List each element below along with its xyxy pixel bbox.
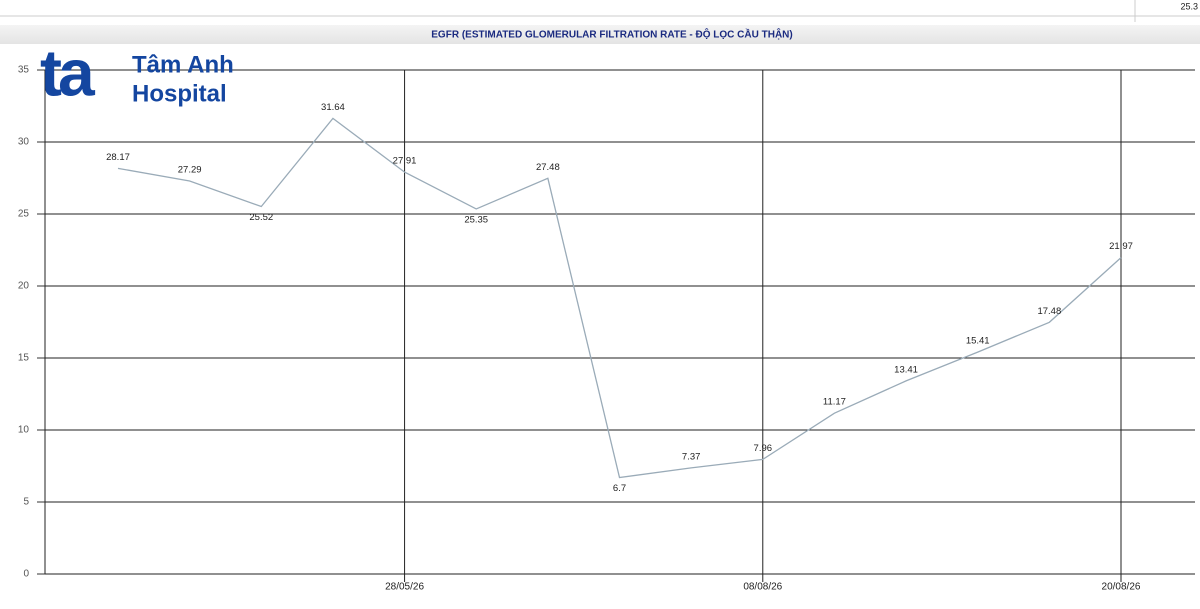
- logo-line1: Tâm Anh: [132, 51, 234, 78]
- y-tick-label: 20: [18, 281, 30, 292]
- data-label: 15.41: [966, 336, 990, 347]
- x-tick-label: 08/08/26: [743, 582, 782, 593]
- x-tick-label: 28/05/26: [385, 582, 424, 593]
- data-label: 13.41: [894, 364, 918, 375]
- logo-line2: Hospital: [132, 80, 227, 107]
- chart-title: EGFR (ESTIMATED GLOMERULAR FILTRATION RA…: [431, 28, 792, 41]
- data-label: 27.29: [178, 165, 202, 176]
- y-tick-label: 15: [18, 353, 30, 364]
- data-label: 7.37: [682, 451, 701, 462]
- data-label: 11.17: [823, 397, 846, 408]
- logo: ta Tâm Anh Hospital: [40, 35, 234, 109]
- data-label: 27.91: [393, 156, 417, 167]
- data-line: [117, 117, 1122, 479]
- title-bar: [0, 25, 1200, 44]
- data-label: 21.97: [1109, 241, 1133, 252]
- y-tick-label: 30: [18, 137, 30, 148]
- data-label: 25.52: [249, 212, 273, 223]
- corner-label: 25.3: [1180, 1, 1198, 11]
- y-tick-label: 10: [18, 425, 30, 436]
- y-tick-label: 35: [18, 65, 30, 76]
- y-tick-label: 0: [23, 569, 29, 580]
- plot: 0 5 10 15 20 25 30 35 28/05/26 08/08/26 20/08/26 28…: [18, 65, 1195, 593]
- data-label: 6.7: [613, 483, 626, 494]
- data-label: 25.35: [464, 214, 488, 225]
- y-tick-label: 5: [23, 497, 29, 508]
- data-label: 28.17: [106, 152, 130, 163]
- data-label: 31.64: [321, 102, 345, 113]
- logo-mark: ta: [40, 35, 96, 109]
- data-label: 17.48: [1037, 306, 1061, 317]
- data-label: 7.96: [754, 443, 773, 454]
- y-tick-label: 25: [18, 209, 30, 220]
- x-tick-label: 20/08/26: [1102, 582, 1141, 593]
- data-label: 27.48: [536, 162, 560, 173]
